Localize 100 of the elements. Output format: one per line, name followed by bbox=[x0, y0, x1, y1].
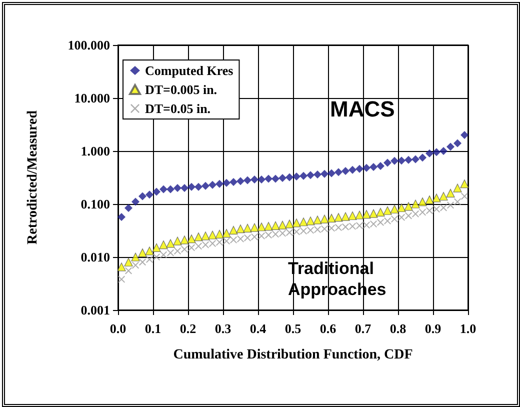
point bbox=[320, 214, 329, 224]
point bbox=[223, 238, 230, 245]
point bbox=[327, 214, 336, 222]
point bbox=[222, 178, 230, 187]
legend-label: DT=0.005 in. bbox=[145, 82, 218, 97]
y-tick-label: 10.000 bbox=[74, 90, 110, 106]
point bbox=[362, 210, 371, 219]
x-tick-label: 0.7 bbox=[354, 321, 372, 336]
point bbox=[390, 156, 398, 165]
point bbox=[418, 154, 426, 162]
point bbox=[195, 242, 202, 250]
point bbox=[370, 162, 378, 171]
point bbox=[306, 216, 315, 226]
point bbox=[384, 158, 392, 167]
point bbox=[244, 176, 252, 184]
point bbox=[376, 208, 385, 217]
point bbox=[292, 218, 301, 228]
point bbox=[138, 192, 146, 200]
point bbox=[447, 202, 454, 209]
point bbox=[292, 172, 300, 181]
point bbox=[146, 190, 154, 199]
point bbox=[236, 224, 245, 234]
point bbox=[236, 177, 244, 186]
point bbox=[412, 210, 419, 218]
point bbox=[230, 236, 237, 244]
point bbox=[208, 180, 216, 189]
point bbox=[124, 258, 133, 266]
y-tick-label: 100.000 bbox=[68, 38, 110, 52]
y-tick-label: 0.100 bbox=[80, 196, 110, 212]
point bbox=[286, 173, 294, 182]
point bbox=[404, 202, 413, 211]
point bbox=[377, 218, 384, 226]
point bbox=[139, 258, 146, 266]
point bbox=[222, 229, 231, 238]
legend-label: Computed Kres bbox=[145, 63, 234, 78]
point bbox=[426, 207, 433, 214]
point bbox=[384, 217, 391, 224]
point bbox=[272, 230, 279, 238]
point bbox=[131, 252, 140, 262]
point bbox=[146, 256, 153, 263]
y-axis-title: Retrodicted/Measured bbox=[26, 110, 40, 245]
point bbox=[306, 171, 314, 180]
point bbox=[258, 175, 266, 184]
x-tick-label: 0.5 bbox=[284, 321, 302, 336]
point bbox=[271, 221, 280, 230]
point bbox=[454, 198, 461, 206]
point bbox=[209, 240, 216, 247]
point bbox=[208, 230, 217, 240]
point bbox=[257, 222, 266, 232]
x-tick-label: 0.8 bbox=[390, 321, 407, 336]
point bbox=[321, 225, 328, 232]
point bbox=[194, 232, 203, 242]
x-tick-label: 0.6 bbox=[320, 321, 337, 336]
point bbox=[215, 230, 224, 238]
point bbox=[166, 185, 174, 194]
point bbox=[118, 212, 126, 221]
point bbox=[278, 220, 287, 230]
point bbox=[328, 169, 336, 178]
point bbox=[278, 174, 286, 182]
y-tick-label: 1.000 bbox=[80, 144, 110, 158]
point bbox=[152, 188, 160, 196]
point bbox=[299, 218, 308, 226]
point bbox=[188, 182, 196, 191]
point bbox=[138, 248, 147, 258]
point bbox=[370, 220, 377, 228]
point bbox=[187, 234, 196, 244]
point bbox=[446, 142, 454, 151]
point bbox=[404, 156, 412, 164]
point bbox=[453, 184, 462, 192]
point bbox=[418, 198, 427, 206]
y-tick-label: 0.010 bbox=[80, 250, 110, 264]
point bbox=[160, 251, 167, 258]
point bbox=[159, 240, 168, 250]
y-tick-label: 0.001 bbox=[80, 302, 110, 318]
point bbox=[166, 239, 175, 248]
point bbox=[250, 175, 258, 184]
point bbox=[398, 156, 406, 165]
point bbox=[286, 228, 293, 236]
point bbox=[363, 222, 370, 229]
point bbox=[180, 236, 189, 244]
x-tick-label: 0.0 bbox=[110, 321, 126, 336]
point bbox=[439, 192, 448, 201]
point bbox=[334, 168, 342, 176]
point bbox=[356, 222, 363, 230]
point bbox=[132, 198, 140, 206]
point bbox=[173, 236, 182, 246]
point bbox=[124, 204, 132, 212]
point bbox=[390, 204, 399, 214]
point bbox=[356, 164, 364, 173]
point bbox=[328, 224, 335, 232]
point bbox=[432, 148, 440, 156]
point bbox=[314, 170, 322, 179]
point bbox=[160, 185, 168, 194]
point bbox=[152, 243, 161, 252]
x-tick-label: 0.2 bbox=[180, 321, 196, 336]
legend-label: DT=0.05 in. bbox=[145, 101, 211, 116]
point bbox=[272, 174, 280, 183]
point bbox=[398, 214, 405, 221]
point bbox=[202, 182, 210, 190]
point bbox=[180, 184, 188, 192]
